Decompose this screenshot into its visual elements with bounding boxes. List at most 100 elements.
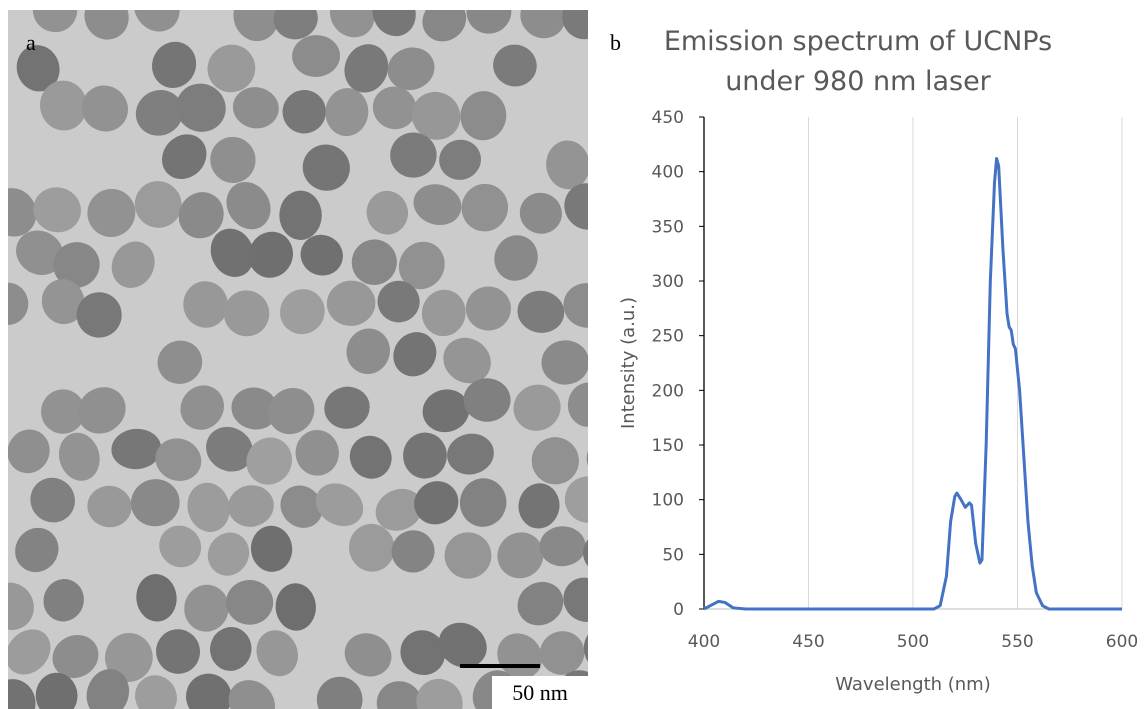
particle [8, 282, 29, 326]
particle [207, 532, 250, 576]
particle [413, 184, 462, 226]
particle [280, 485, 323, 528]
particle [84, 10, 129, 40]
particle [16, 230, 64, 275]
particle [416, 678, 463, 709]
particle [111, 241, 155, 288]
particle [104, 632, 153, 682]
particle [228, 485, 274, 527]
chart-title: Emission spectrum of UCNPs [664, 26, 1052, 57]
particle [8, 188, 37, 237]
particle [76, 292, 122, 338]
particle [349, 435, 392, 479]
particle [135, 89, 184, 136]
particle [376, 681, 423, 709]
particle [15, 527, 59, 573]
particle [460, 91, 507, 141]
particle [546, 140, 588, 190]
particle [30, 477, 75, 523]
particle [324, 386, 370, 429]
particle [226, 182, 271, 230]
particle [8, 429, 50, 474]
particle [210, 136, 256, 183]
particle [398, 241, 445, 290]
data-line [703, 157, 1122, 611]
particle [210, 228, 255, 278]
y-tick-label: 50 [662, 545, 684, 565]
particle [233, 10, 279, 42]
particle [586, 436, 588, 479]
particle [250, 525, 293, 572]
x-tick-label: 550 [1001, 632, 1033, 652]
particle [315, 483, 364, 527]
y-tick-label: 0 [673, 600, 684, 620]
particle [87, 188, 136, 237]
particle [438, 622, 487, 668]
particle [292, 35, 341, 77]
particle [372, 86, 417, 130]
particle [414, 481, 459, 525]
particle [567, 382, 588, 427]
scale-bar [460, 664, 540, 668]
particle [326, 280, 376, 326]
particle [466, 10, 512, 34]
particle [151, 41, 197, 88]
particle [8, 582, 34, 630]
particle [583, 531, 588, 575]
particle [35, 672, 78, 709]
x-tick-label: 500 [897, 632, 929, 652]
particle [86, 669, 130, 709]
particle [210, 627, 252, 671]
particle [282, 89, 326, 134]
particle [256, 630, 299, 677]
particle [517, 290, 565, 333]
particle [162, 134, 207, 180]
particle [443, 337, 491, 384]
particle [53, 242, 100, 288]
panel-label: b [610, 30, 621, 55]
particle [157, 340, 203, 384]
particle [497, 532, 544, 579]
particle [248, 231, 294, 278]
particle [366, 190, 409, 235]
particle [351, 239, 397, 285]
particle [184, 584, 229, 632]
particle [447, 433, 494, 475]
particle [77, 387, 126, 434]
particle [16, 45, 60, 92]
particle [349, 523, 395, 572]
x-tick-label: 400 [688, 632, 720, 652]
particle [135, 675, 177, 709]
particle [325, 88, 369, 137]
y-tick-label: 350 [652, 217, 684, 237]
particle [563, 283, 588, 328]
particle [329, 10, 375, 38]
particle [387, 47, 435, 91]
particle [531, 437, 579, 485]
particle [539, 526, 586, 567]
x-axis-label: Wavelength (nm) [835, 674, 991, 695]
particle [300, 234, 343, 276]
particle [279, 190, 322, 240]
particle [231, 387, 279, 430]
particle [316, 676, 363, 709]
particle [422, 389, 470, 433]
particle [439, 139, 482, 180]
particle [463, 378, 511, 422]
particle [393, 332, 437, 377]
particle [302, 144, 350, 191]
particle [268, 387, 315, 435]
y-tick-label: 450 [652, 108, 684, 128]
particle [58, 432, 100, 481]
particle [444, 532, 492, 579]
particle [52, 634, 99, 679]
particle [134, 181, 182, 228]
particle [8, 679, 36, 709]
particle [372, 10, 416, 37]
particle [246, 437, 293, 485]
particle [156, 629, 201, 674]
particle [155, 438, 202, 482]
particle [207, 44, 256, 93]
particle [344, 633, 392, 677]
